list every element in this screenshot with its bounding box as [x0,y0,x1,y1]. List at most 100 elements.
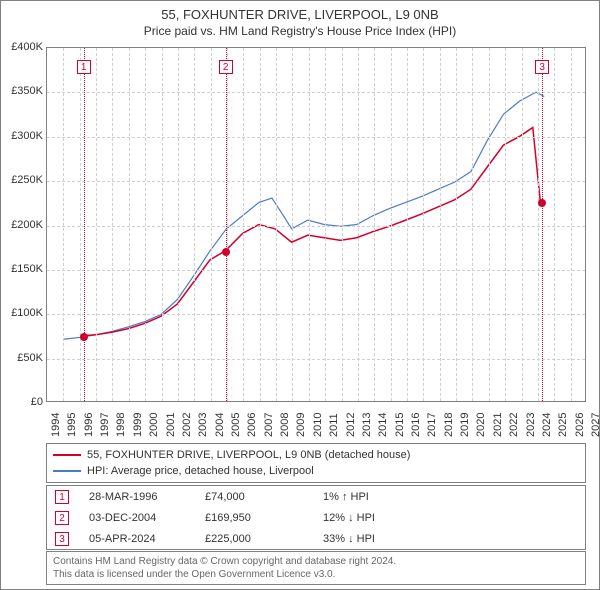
gridline-vertical [129,48,130,401]
x-axis-label: 2003 [197,413,209,437]
gridline-vertical [96,48,97,401]
x-axis-label: 2010 [312,413,324,437]
gridline-vertical [391,48,392,401]
x-axis-label: 2020 [475,413,487,437]
gridline-vertical [325,48,326,401]
gridline-vertical [276,48,277,401]
transaction-point-marker [80,333,88,341]
transaction-date: 03-DEC-2004 [77,512,197,524]
y-axis-label: £150K [1,263,43,275]
y-axis-label: £350K [1,85,43,97]
gridline-vertical [227,48,228,401]
gridline-vertical [309,48,310,401]
gridline-vertical [342,48,343,401]
transaction-hpi-delta: 33% ↓ HPI [323,533,375,545]
x-axis-label: 1998 [115,413,127,437]
x-axis-label: 2012 [345,413,357,437]
legend-row: 55, FOXHUNTER DRIVE, LIVERPOOL, L9 0NB (… [53,447,579,463]
chart-subtitle: Price paid vs. HM Land Registry's House … [1,24,599,38]
gridline-vertical [162,48,163,401]
transaction-hpi-delta: 1% ↑ HPI [323,491,369,503]
transaction-point-marker [222,248,230,256]
x-axis-label: 2005 [230,413,242,437]
transaction-number-badge: 2 [55,511,69,525]
x-axis-label: 2027 [590,413,600,437]
legend-swatch [53,470,81,472]
x-axis-label: 2001 [165,413,177,437]
y-axis-label: £200K [1,219,43,231]
plot-area: 1 2 3 [46,47,586,402]
gridline-vertical [178,48,179,401]
gridline-vertical [423,48,424,401]
gridline-vertical [407,48,408,401]
x-axis-label: 1995 [66,413,78,437]
x-axis-label: 2018 [443,413,455,437]
x-axis-label: 2006 [246,413,258,437]
x-axis-label: 2017 [426,413,438,437]
transaction-price: £169,950 [205,512,315,524]
x-axis-label: 2000 [148,413,160,437]
transaction-point-marker [538,199,546,207]
transaction-marker-line [226,48,227,401]
gridline-vertical [505,48,506,401]
transaction-row: 3 05-APR-2024 £225,000 33% ↓ HPI [47,528,585,549]
x-axis-label: 2026 [574,413,586,437]
gridline-vertical [145,48,146,401]
x-axis-label: 1999 [132,413,144,437]
gridline-vertical [538,48,539,401]
transaction-hpi-delta: 12% ↓ HPI [323,512,375,524]
transaction-date: 28-MAR-1996 [77,491,197,503]
gridline-vertical [80,48,81,401]
footer-line-2: This data is licensed under the Open Gov… [53,568,579,581]
x-axis-label: 2008 [279,413,291,437]
x-axis-label: 2014 [377,413,389,437]
x-axis-label: 2025 [557,413,569,437]
gridline-vertical [489,48,490,401]
transaction-date: 05-APR-2024 [77,533,197,545]
x-axis-label: 2016 [410,413,422,437]
x-axis-label: 2023 [525,413,537,437]
transaction-marker-box: 2 [219,60,233,74]
transaction-number-badge: 3 [55,532,69,546]
y-axis-label: £300K [1,130,43,142]
x-axis-label: 1997 [99,413,111,437]
gridline-vertical [554,48,555,401]
gridline-vertical [112,48,113,401]
gridline-vertical [63,48,64,401]
gridline-vertical [456,48,457,401]
gridline-vertical [571,48,572,401]
legend-label: HPI: Average price, detached house, Live… [87,465,314,477]
x-axis-label: 2015 [394,413,406,437]
x-axis-label: 1994 [50,413,62,437]
transactions-table: 128-MAR-1996£74,0001% ↑ HPI203-DEC-2004£… [46,485,586,550]
gridline-vertical [440,48,441,401]
y-axis-label: £0 [1,396,43,408]
transaction-marker-line [84,48,85,401]
x-axis-label: 2021 [492,413,504,437]
x-axis-label: 2013 [361,413,373,437]
x-axis-label: 2009 [295,413,307,437]
title-block: 55, FOXHUNTER DRIVE, LIVERPOOL, L9 0NB P… [1,1,599,38]
y-axis-label: £400K [1,41,43,53]
gridline-vertical [243,48,244,401]
x-axis-label: 2011 [328,413,340,437]
x-axis-label: 2024 [541,413,553,437]
legend-label: 55, FOXHUNTER DRIVE, LIVERPOOL, L9 0NB (… [87,449,410,461]
legend-row: HPI: Average price, detached house, Live… [53,463,579,479]
x-axis-label: 2007 [263,413,275,437]
x-axis-label: 1996 [83,413,95,437]
y-axis-label: £250K [1,174,43,186]
x-axis-label: 2022 [508,413,520,437]
chart-title: 55, FOXHUNTER DRIVE, LIVERPOOL, L9 0NB [1,7,599,22]
transaction-marker-box: 1 [77,60,91,74]
x-axis-label: 2004 [214,413,226,437]
transaction-marker-box: 3 [535,60,549,74]
transaction-price: £225,000 [205,533,315,545]
transaction-price: £74,000 [205,491,315,503]
gridline-vertical [472,48,473,401]
chart-container: 55, FOXHUNTER DRIVE, LIVERPOOL, L9 0NB P… [0,0,600,590]
y-axis-label: £100K [1,307,43,319]
gridline-vertical [522,48,523,401]
transaction-row: 2 03-DEC-2004 £169,950 12% ↓ HPI [47,507,585,528]
transaction-marker-line [542,48,543,401]
